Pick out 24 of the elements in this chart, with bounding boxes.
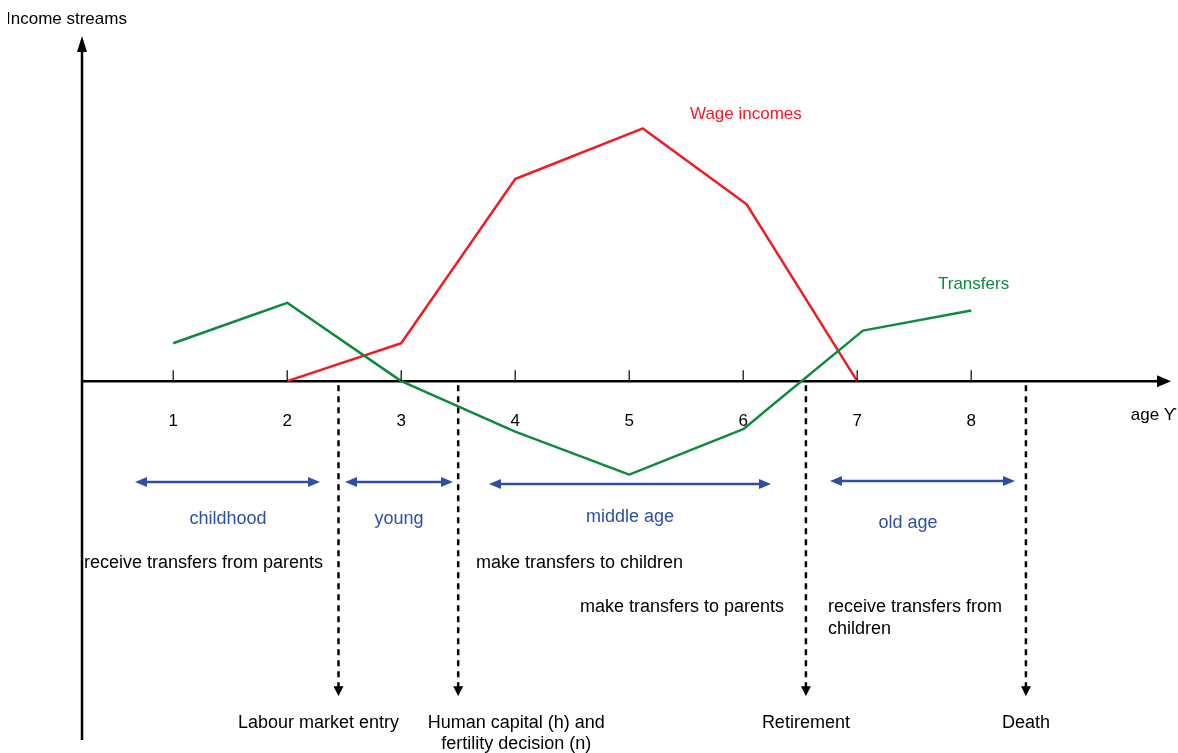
x-tick-label: 4 xyxy=(510,411,520,431)
x-tick-label: 3 xyxy=(396,411,406,431)
x-tick-label: 7 xyxy=(852,411,862,431)
x-tick-label: 5 xyxy=(624,411,634,431)
x-tick-label: 6 xyxy=(738,411,748,431)
x-axis-title: age ϒ xyxy=(1130,405,1177,425)
text: middle age xyxy=(585,506,675,526)
x-tick-label: 1 xyxy=(168,411,178,431)
text: childhood xyxy=(189,508,267,528)
text: receive transfers from parents xyxy=(84,552,324,572)
x-tick-label: 8 xyxy=(966,411,976,431)
ref-line-label: Retirement xyxy=(761,712,850,733)
ref-line-label: Labour market entry xyxy=(237,712,400,733)
text: make transfers to children xyxy=(476,552,684,572)
series-label: Wage incomes xyxy=(690,104,802,123)
text: make transfers to parents xyxy=(580,596,785,616)
x-tick-label: 2 xyxy=(282,411,292,431)
text: young xyxy=(374,508,424,528)
text: old age xyxy=(878,512,938,532)
text: receive transfers from children xyxy=(828,596,1003,638)
series-label: Transfers xyxy=(938,274,1010,293)
ref-line-label: Human capital (h) and fertility decision (n) xyxy=(427,712,605,753)
text: Income streams xyxy=(6,9,127,28)
ref-line-label: Death xyxy=(1001,712,1050,733)
